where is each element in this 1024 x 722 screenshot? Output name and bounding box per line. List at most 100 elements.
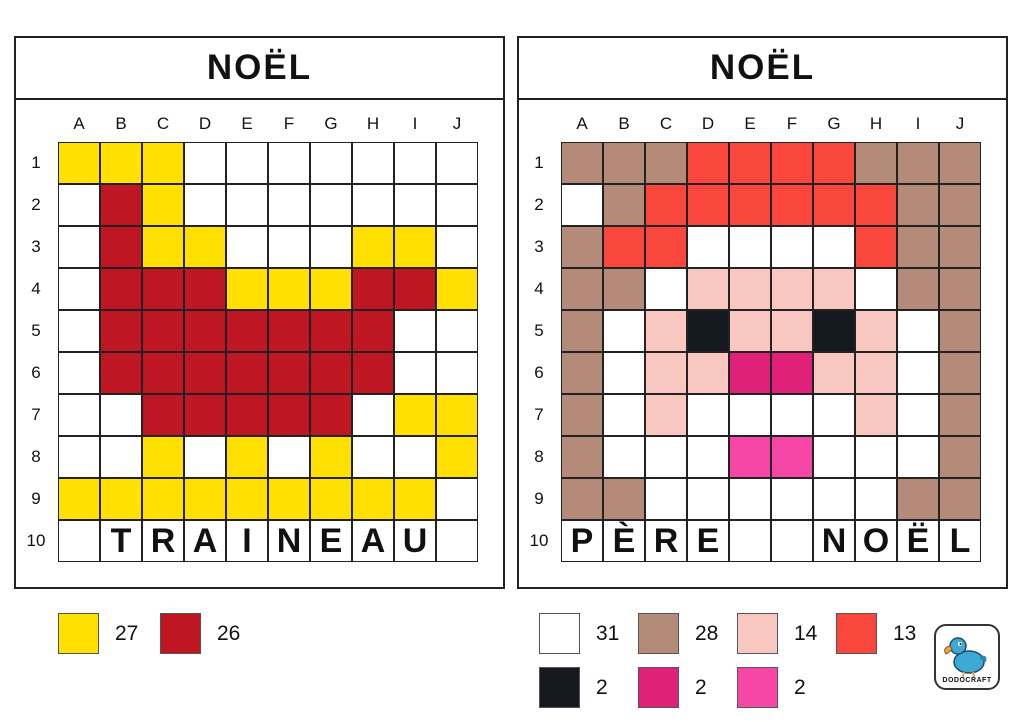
grid-cell[interactable] — [268, 352, 310, 394]
grid-cell[interactable] — [939, 310, 981, 352]
grid-cell[interactable] — [142, 436, 184, 478]
grid-cell[interactable] — [561, 184, 603, 226]
grid-cell[interactable] — [268, 268, 310, 310]
grid-cell[interactable] — [855, 226, 897, 268]
grid-cell[interactable] — [687, 226, 729, 268]
grid-cell[interactable] — [729, 226, 771, 268]
word-letter-cell[interactable]: U — [394, 520, 436, 562]
grid-cell[interactable] — [184, 184, 226, 226]
grid-cell[interactable] — [729, 520, 771, 562]
grid-cell[interactable] — [603, 268, 645, 310]
grid-cell[interactable] — [436, 184, 478, 226]
grid-cell[interactable] — [268, 436, 310, 478]
grid-cell[interactable] — [561, 142, 603, 184]
word-letter-cell[interactable]: N — [268, 520, 310, 562]
grid-cell[interactable] — [268, 142, 310, 184]
grid-cell[interactable] — [184, 352, 226, 394]
grid-cell[interactable] — [100, 394, 142, 436]
grid-cell[interactable] — [813, 226, 855, 268]
grid-cell[interactable] — [352, 268, 394, 310]
grid-cell[interactable] — [729, 184, 771, 226]
grid-cell[interactable] — [58, 184, 100, 226]
grid-cell[interactable] — [687, 394, 729, 436]
grid-cell[interactable] — [771, 226, 813, 268]
grid-cell[interactable] — [310, 184, 352, 226]
grid-cell[interactable] — [897, 226, 939, 268]
grid-cell[interactable] — [603, 310, 645, 352]
grid-cell[interactable] — [603, 394, 645, 436]
word-letter-cell[interactable]: A — [352, 520, 394, 562]
grid-cell[interactable] — [771, 520, 813, 562]
grid-cell[interactable] — [268, 184, 310, 226]
grid-cell[interactable] — [58, 226, 100, 268]
grid-cell[interactable] — [603, 142, 645, 184]
grid-cell[interactable] — [855, 436, 897, 478]
grid-cell[interactable] — [687, 478, 729, 520]
grid-cell[interactable] — [100, 352, 142, 394]
grid-cell[interactable] — [394, 352, 436, 394]
grid-cell[interactable] — [939, 394, 981, 436]
grid-cell[interactable] — [729, 268, 771, 310]
grid-cell[interactable] — [352, 310, 394, 352]
grid-cell[interactable] — [813, 394, 855, 436]
grid-cell[interactable] — [687, 436, 729, 478]
grid-cell[interactable] — [771, 142, 813, 184]
grid-cell[interactable] — [645, 184, 687, 226]
word-letter-cell[interactable]: T — [100, 520, 142, 562]
grid-cell[interactable] — [184, 310, 226, 352]
grid-cell[interactable] — [58, 436, 100, 478]
grid-cell[interactable] — [58, 268, 100, 310]
grid-cell[interactable] — [310, 352, 352, 394]
grid-cell[interactable] — [813, 268, 855, 310]
grid-cell[interactable] — [352, 184, 394, 226]
grid-cell[interactable] — [897, 184, 939, 226]
grid-cell[interactable] — [729, 310, 771, 352]
grid-cell[interactable] — [142, 268, 184, 310]
grid-cell[interactable] — [645, 142, 687, 184]
grid-cell[interactable] — [603, 352, 645, 394]
grid-cell[interactable] — [897, 352, 939, 394]
grid-cell[interactable] — [771, 310, 813, 352]
grid-cell[interactable] — [897, 310, 939, 352]
grid-cell[interactable] — [561, 394, 603, 436]
grid-cell[interactable] — [352, 478, 394, 520]
word-letter-cell[interactable]: I — [226, 520, 268, 562]
grid-cell[interactable] — [813, 478, 855, 520]
grid-cell[interactable] — [771, 184, 813, 226]
grid-cell[interactable] — [58, 478, 100, 520]
grid-cell[interactable] — [939, 478, 981, 520]
grid-cell[interactable] — [184, 478, 226, 520]
grid-cell[interactable] — [645, 226, 687, 268]
grid-cell[interactable] — [603, 478, 645, 520]
grid-cell[interactable] — [58, 142, 100, 184]
grid-cell[interactable] — [184, 142, 226, 184]
grid-cell[interactable] — [855, 184, 897, 226]
grid-cell[interactable] — [100, 226, 142, 268]
grid-cell[interactable] — [855, 310, 897, 352]
grid-cell[interactable] — [939, 268, 981, 310]
grid-cell[interactable] — [226, 478, 268, 520]
grid-cell[interactable] — [184, 226, 226, 268]
grid-cell[interactable] — [58, 310, 100, 352]
grid-cell[interactable] — [100, 142, 142, 184]
grid-cell[interactable] — [184, 394, 226, 436]
grid-cell[interactable] — [100, 436, 142, 478]
grid-cell[interactable] — [226, 226, 268, 268]
grid-cell[interactable] — [100, 478, 142, 520]
grid-cell[interactable] — [394, 436, 436, 478]
grid-cell[interactable] — [729, 436, 771, 478]
grid-cell[interactable] — [813, 142, 855, 184]
grid-cell[interactable] — [603, 184, 645, 226]
grid-cell[interactable] — [436, 520, 478, 562]
grid-cell[interactable] — [310, 394, 352, 436]
grid-cell[interactable] — [687, 352, 729, 394]
grid-cell[interactable] — [771, 394, 813, 436]
grid-cell[interactable] — [561, 310, 603, 352]
grid-cell[interactable] — [729, 352, 771, 394]
word-letter-cell[interactable]: L — [939, 520, 981, 562]
grid-cell[interactable] — [268, 310, 310, 352]
grid-cell[interactable] — [394, 142, 436, 184]
grid-cell[interactable] — [142, 310, 184, 352]
grid-cell[interactable] — [687, 142, 729, 184]
grid-cell[interactable] — [352, 142, 394, 184]
